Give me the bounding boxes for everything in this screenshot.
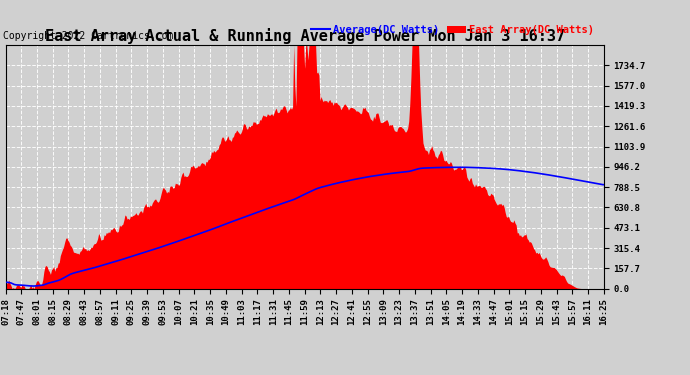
Title: East Array Actual & Running Average Power Mon Jan 3 16:37: East Array Actual & Running Average Powe… <box>45 28 564 44</box>
Legend: Average(DC Watts), East Array(DC Watts): Average(DC Watts), East Array(DC Watts) <box>307 21 598 39</box>
Text: Copyright 2022 Cartronics.com: Copyright 2022 Cartronics.com <box>3 32 174 41</box>
